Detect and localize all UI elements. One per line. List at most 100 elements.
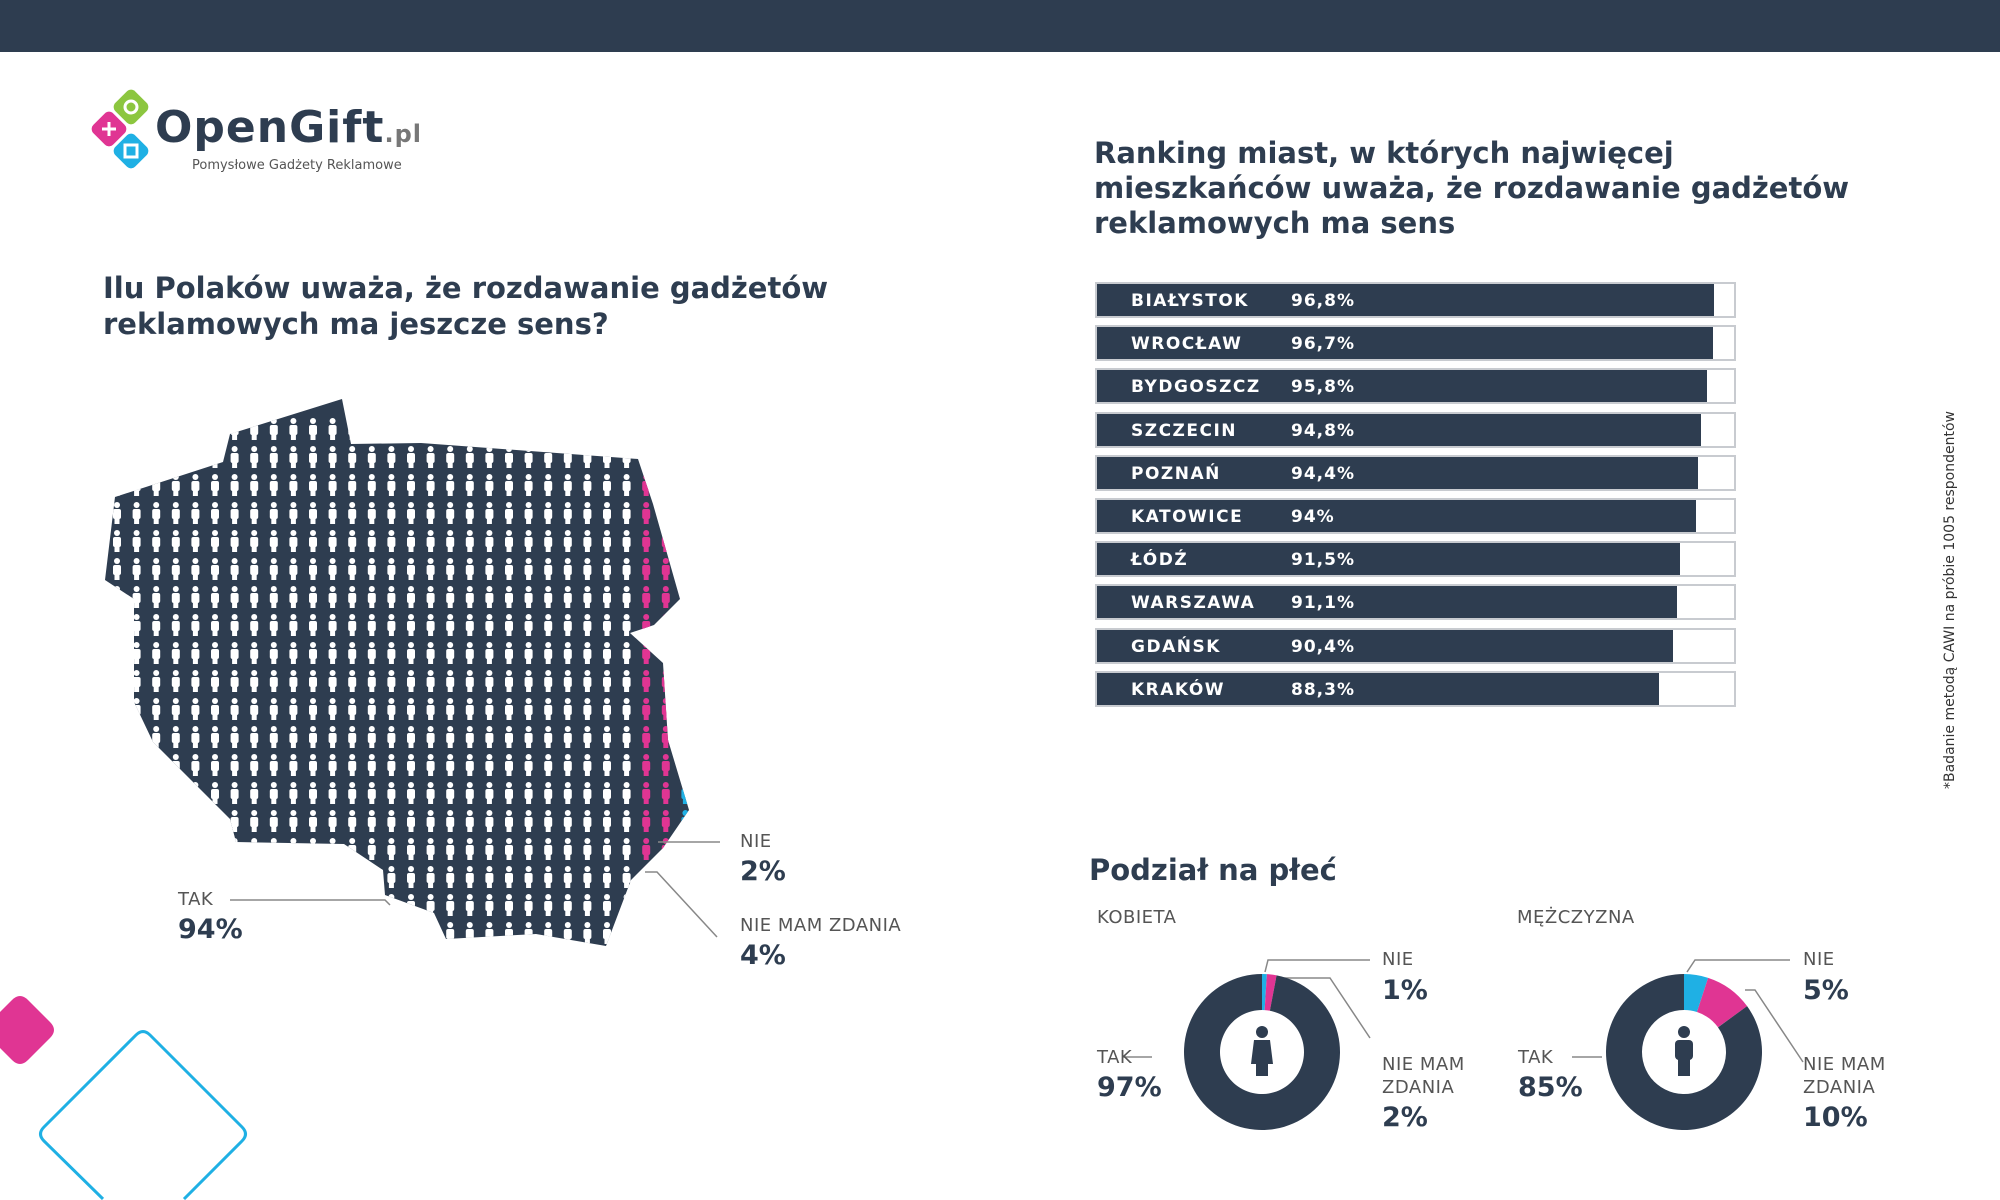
person-icon — [211, 642, 219, 664]
person-icon — [289, 810, 298, 832]
person-icon — [485, 614, 494, 636]
person-icon — [348, 754, 357, 776]
person-icon — [603, 586, 611, 608]
bar-row: BIAŁYSTOK 96,8% — [1095, 282, 1736, 318]
person-icon — [367, 782, 376, 804]
person-icon — [348, 614, 357, 636]
person-icon — [250, 642, 259, 664]
person-icon — [485, 530, 494, 552]
person-icon — [211, 614, 219, 636]
person-icon — [642, 530, 651, 552]
person-icon — [485, 698, 494, 720]
bar-fill — [1097, 586, 1678, 619]
bar-value-label: 94% — [1291, 507, 1335, 527]
person-icon — [544, 698, 553, 720]
person-icon — [367, 502, 376, 524]
person-icon — [563, 586, 572, 608]
person-icon — [563, 502, 572, 524]
person-icon — [583, 586, 592, 608]
person-icon — [269, 446, 278, 468]
person-icon — [348, 558, 357, 580]
person-icon — [583, 670, 592, 692]
map-tak-label: TAK — [178, 889, 214, 910]
logo-icon — [91, 89, 149, 169]
person-icon — [269, 474, 278, 496]
person-icon — [191, 530, 200, 552]
person-icon — [407, 502, 415, 524]
person-icon — [485, 894, 494, 916]
person-icon — [309, 782, 317, 804]
person-icon — [622, 810, 631, 832]
male-nmz-pct: 10% — [1803, 1102, 1868, 1133]
map-nie-pct: 2% — [740, 856, 786, 887]
person-icon — [426, 586, 435, 608]
person-icon — [505, 698, 513, 720]
person-icon — [132, 670, 141, 692]
map-tak-pct: 94% — [178, 914, 243, 945]
person-icon — [367, 530, 376, 552]
person-icon — [230, 782, 239, 804]
person-icon — [583, 866, 592, 888]
bar-fill — [1097, 327, 1713, 360]
person-icon — [505, 866, 513, 888]
person-icon — [603, 782, 611, 804]
nmz-leader — [645, 871, 718, 938]
person-icon — [309, 614, 317, 636]
person-icon — [113, 502, 121, 524]
person-icon — [328, 558, 337, 580]
person-icon — [583, 726, 592, 748]
person-icon — [563, 754, 572, 776]
person-icon — [289, 502, 298, 524]
person-icon — [661, 810, 670, 832]
person-icon — [622, 754, 631, 776]
person-icon — [524, 810, 533, 832]
person-icon — [250, 586, 259, 608]
person-icon — [544, 474, 553, 496]
person-icon — [269, 614, 278, 636]
male-nmz2: ZDANIA — [1803, 1077, 1876, 1098]
person-icon — [387, 754, 396, 776]
person-icon — [250, 614, 259, 636]
person-icon — [544, 502, 553, 524]
bar-value-label: 94,8% — [1291, 420, 1355, 441]
person-icon — [583, 614, 592, 636]
person-icon — [622, 614, 631, 636]
person-icon — [524, 894, 533, 916]
female-nie-pct: 1% — [1382, 975, 1428, 1006]
person-icon — [289, 446, 298, 468]
person-icon — [328, 810, 337, 832]
person-icon — [465, 446, 474, 468]
person-icon — [367, 754, 376, 776]
person-icon — [269, 782, 278, 804]
person-icon — [603, 838, 611, 860]
person-icon — [485, 754, 494, 776]
male-nmz1: NIE MAM — [1803, 1054, 1886, 1075]
person-icon — [289, 558, 298, 580]
person-icon — [465, 558, 474, 580]
person-icon — [661, 754, 670, 776]
person-icon — [269, 810, 278, 832]
person-icon — [328, 642, 337, 664]
woman-icon — [1251, 1026, 1273, 1076]
map-nmz-label: NIE MAM ZDANIA — [740, 915, 902, 936]
person-icon — [563, 474, 572, 496]
person-icon — [230, 642, 239, 664]
person-icon — [171, 502, 180, 524]
person-icon — [583, 810, 592, 832]
donut-slice-nie — [1684, 974, 1709, 1013]
person-icon — [211, 586, 219, 608]
person-icon — [446, 894, 455, 916]
person-icon — [407, 446, 415, 468]
person-icon — [309, 810, 317, 832]
person-icon — [505, 838, 513, 860]
person-icon — [583, 754, 592, 776]
bar-fill — [1097, 543, 1680, 576]
person-icon — [171, 558, 180, 580]
person-icon — [387, 502, 396, 524]
bar-value-label: 91,1% — [1291, 593, 1355, 614]
person-icon — [524, 614, 533, 636]
bar-row: ŁÓDŹ 91,5% — [1095, 541, 1736, 578]
person-icon — [309, 698, 317, 720]
person-icon — [328, 418, 337, 440]
